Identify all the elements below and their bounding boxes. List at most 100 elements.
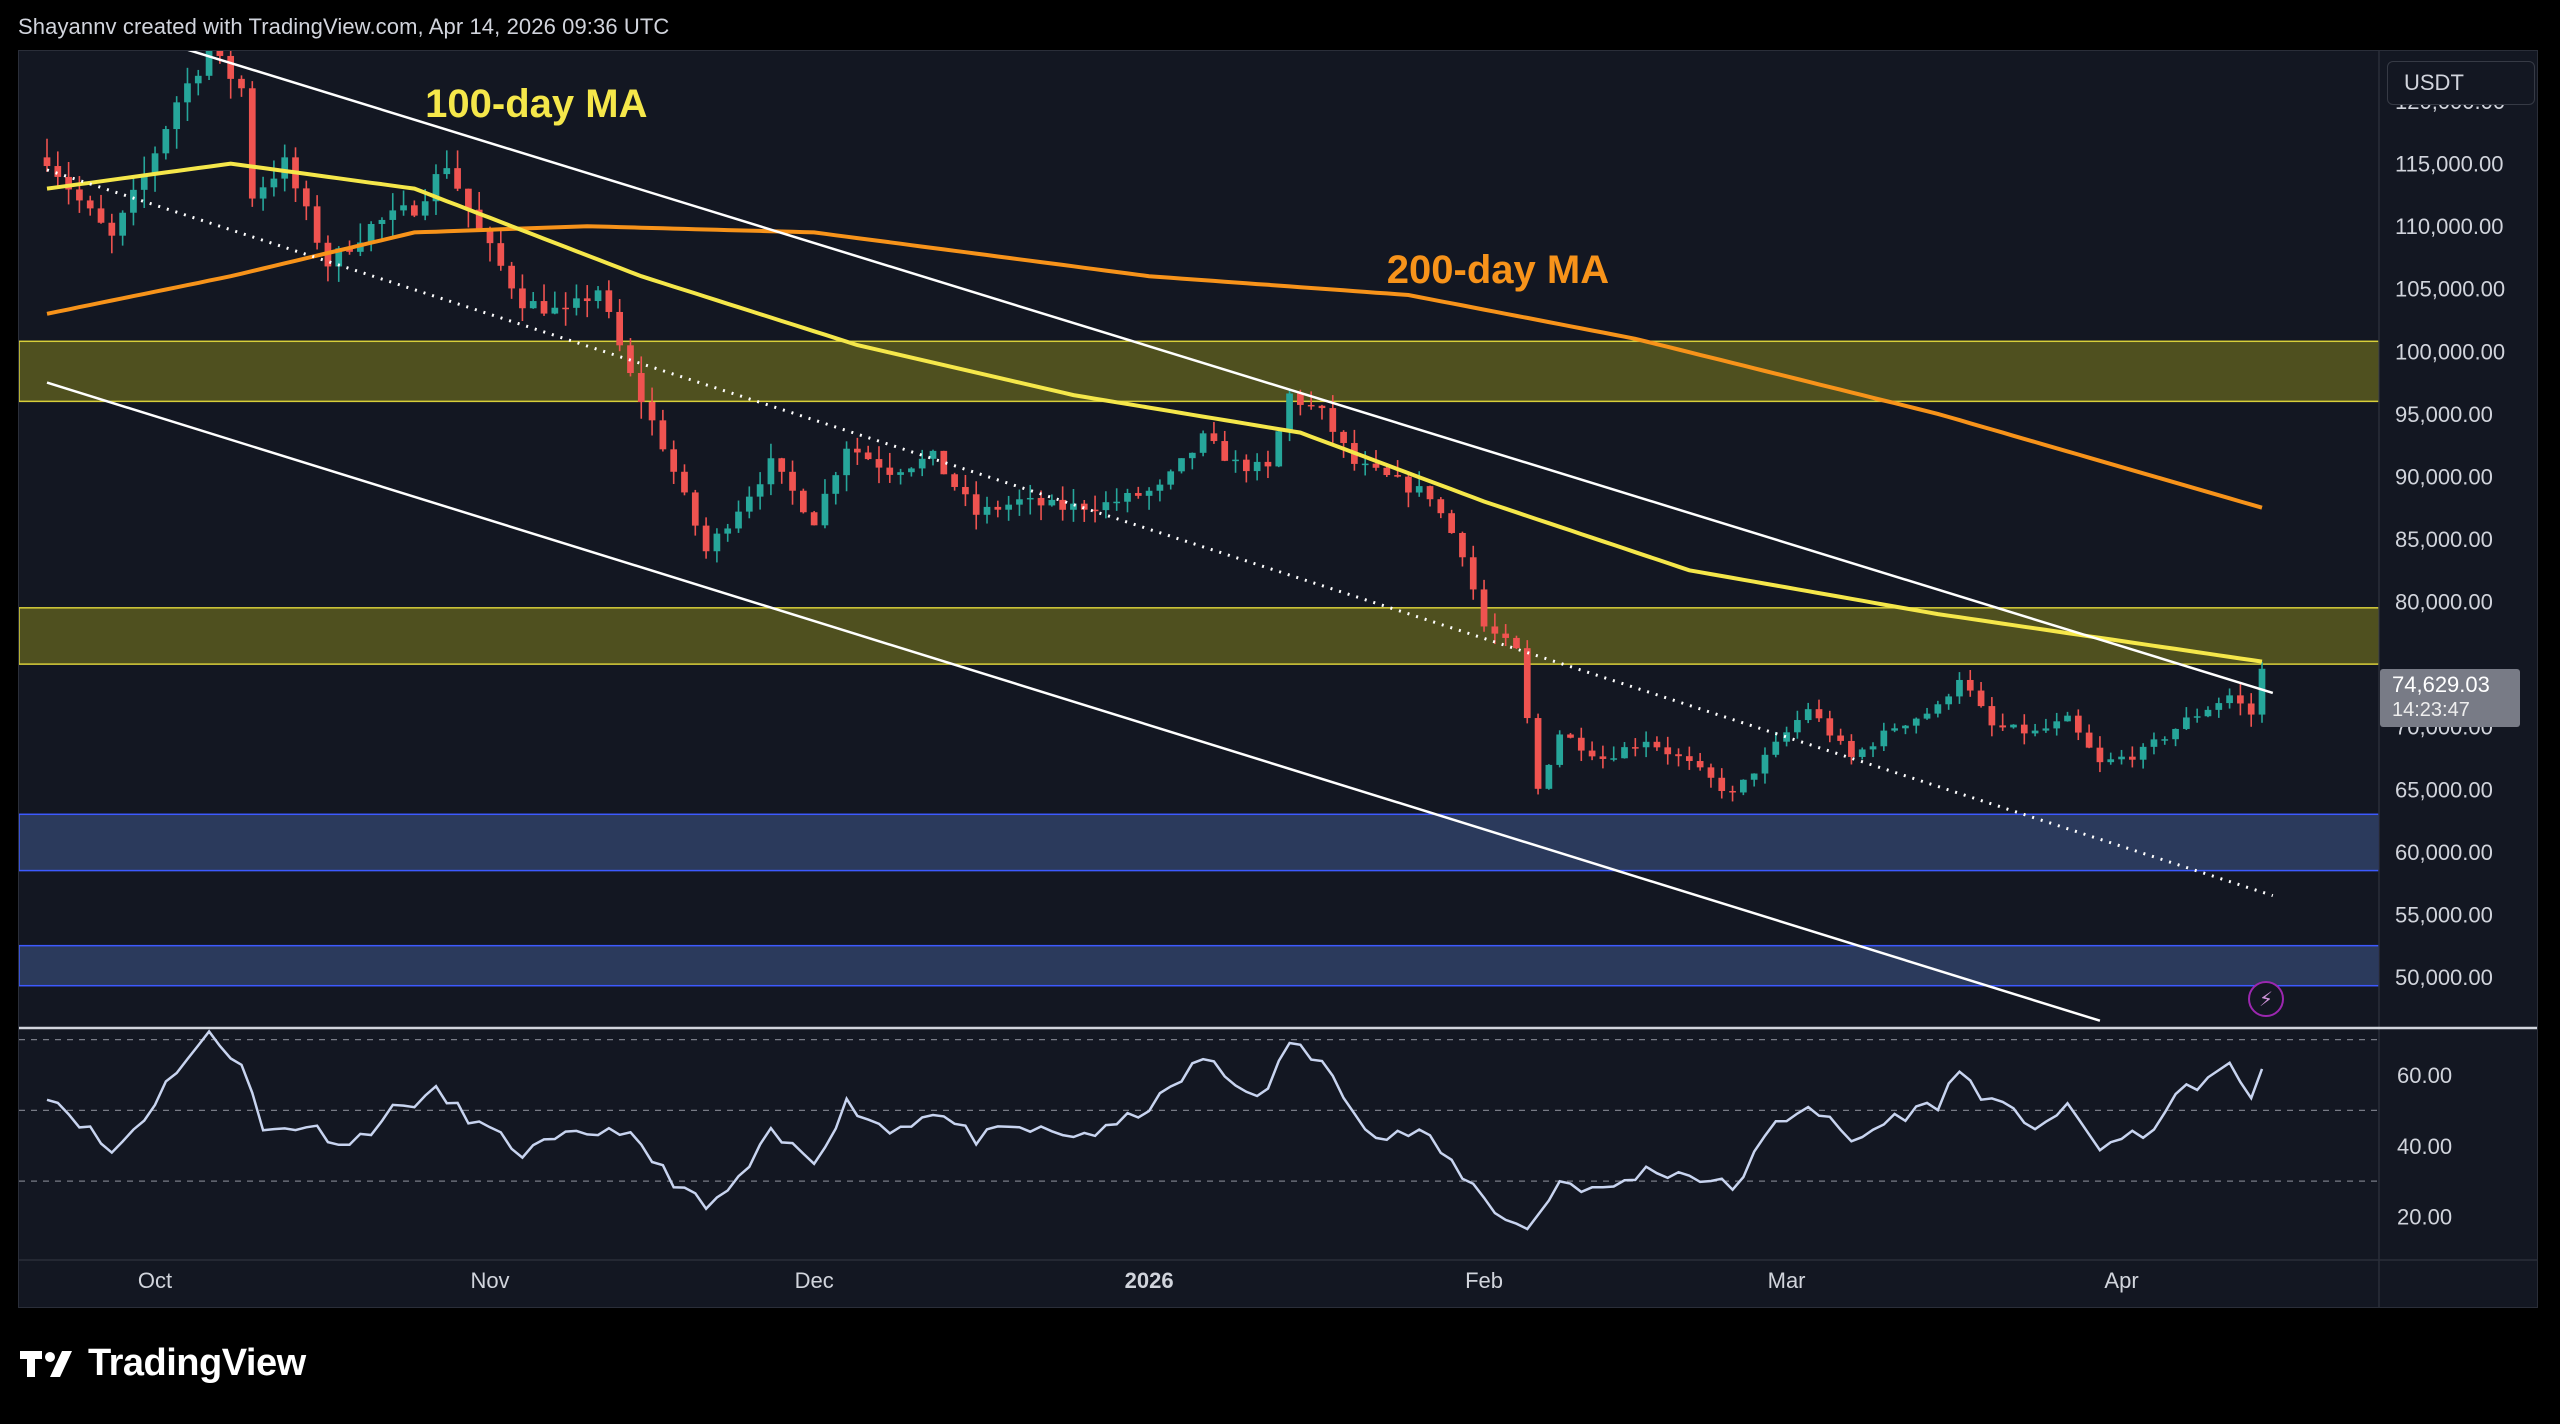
candle-body [1091,509,1099,512]
candle-body [2085,732,2093,748]
candle-body [1794,720,1801,733]
candle-body [616,311,624,346]
candle-body [1837,735,1844,741]
candle-body [1167,471,1175,485]
price-axis-label: 65,000.00 [2395,777,2493,802]
candle-body [465,188,472,210]
candle-body [454,168,461,189]
rsi-axis-label: 40.00 [2397,1134,2452,1159]
candle-body [962,486,969,495]
candle-body [216,51,224,56]
candle-body [194,75,202,84]
candle-body [1275,431,1283,467]
candle-body [1199,433,1207,453]
candle-body [2139,746,2147,760]
candle-body [270,178,278,188]
candle-body [2215,703,2223,710]
candle-body [1750,773,1758,780]
candle-countdown-label: 14:23:47 [2392,699,2470,721]
candle-body [1912,718,1920,726]
candle-body [875,459,883,468]
price-axis-label: 115,000.00 [2395,152,2503,177]
tradingview-logo[interactable]: TradingView [20,1342,306,1385]
candle-body [972,494,980,515]
candle-body [1567,734,1574,738]
candle-body [205,51,213,76]
candle-body [1804,709,1812,721]
candle-body [843,448,850,476]
candle-body [1026,497,1034,500]
candle-body [1394,475,1401,477]
candle-body [43,157,51,167]
candle-body [238,78,245,89]
candle-body [1459,532,1466,558]
candle-body [173,102,181,130]
candle-body [2074,715,2082,733]
candle-body [2064,715,2071,722]
candle-body [119,212,126,236]
candle-body [681,471,688,493]
candle-body [1642,741,1650,748]
candle-body [573,298,580,308]
channel-line-0 [187,51,2274,695]
candle-body [313,206,321,243]
price-axis-label: 100,000.00 [2395,339,2505,364]
last-price-tag: 74,629.03 14:23:47 [2380,669,2520,727]
candle-body [1329,408,1337,432]
candle-body [1848,740,1855,757]
rsi-axis-label: 20.00 [2397,1205,2452,1230]
candle-body [1653,741,1661,748]
candle-body [832,475,840,494]
candle-body [1048,499,1056,506]
candle-body [1232,459,1239,462]
lightning-icon[interactable]: ⚡ [2248,981,2284,1017]
candle-body [1383,467,1391,476]
candle-body [1934,704,1942,714]
candle-body [1372,463,1380,468]
candle-body [1415,486,1423,493]
rsi-axis-label: 60.00 [2397,1063,2452,1088]
price-axis-label: 55,000.00 [2395,902,2493,927]
candle-body [248,88,256,199]
candle-body [886,467,894,475]
time-axis-label: Oct [138,1268,172,1293]
candle-body [1880,730,1888,747]
candle-body [335,248,343,267]
ma-100-annotation: 100-day MA [425,82,647,126]
last-price-label: 74,629.03 [2392,672,2490,697]
time-axis-label: Mar [1768,1268,1806,1293]
candle-body [540,301,548,314]
dotted-trendline [46,168,2274,898]
candle-body [1286,393,1293,432]
price-axis-label: 85,000.00 [2395,527,2493,552]
candle-body [281,157,289,179]
candle-body [1858,749,1866,757]
currency-label: USDT [2404,70,2464,95]
candle-body [2193,716,2201,718]
candle-body [86,200,94,209]
time-axis-label: 2026 [1125,1268,1174,1293]
price-axis-label: 60,000.00 [2395,840,2493,865]
candle-body [1956,679,1963,697]
currency-selector[interactable]: USDT [2387,61,2535,105]
candle-body [389,210,397,220]
candle-body [1145,490,1153,496]
candle-body [421,201,429,216]
candle-body [400,205,407,211]
candle-body [130,189,137,213]
candle-body [2128,756,2136,760]
candle-body [2020,724,2028,734]
candle-body [1621,747,1628,759]
candle-body [302,188,310,207]
rsi-line [46,1029,2264,1231]
candle-body [1685,756,1693,762]
candle-body [2010,724,2017,728]
time-axis-label: Apr [2104,1268,2138,1293]
ma-200-line [46,224,2263,510]
price-axis-label: 95,000.00 [2395,402,2493,427]
candle-body [1405,476,1412,493]
candle-body [1156,484,1164,491]
candle-body [756,484,764,497]
